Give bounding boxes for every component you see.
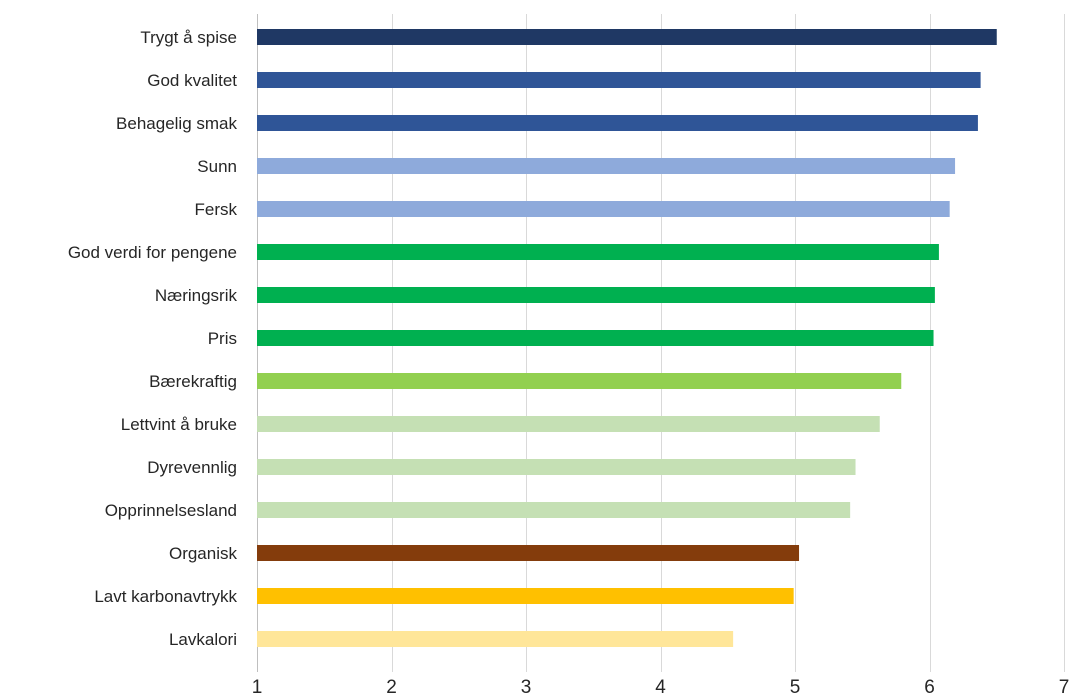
bar — [257, 502, 851, 518]
x-tick-label: 4 — [655, 677, 666, 697]
bar — [257, 330, 934, 346]
category-label: Pris — [208, 329, 237, 348]
category-label: Trygt å spise — [140, 28, 237, 47]
category-label: Opprinnelsesland — [105, 501, 237, 520]
category-label: Behagelig smak — [116, 114, 237, 133]
bar — [257, 631, 734, 647]
category-label: Lavkalori — [169, 630, 237, 649]
bars — [257, 29, 997, 647]
bar — [257, 115, 978, 131]
category-label: Fersk — [195, 200, 238, 219]
bar — [257, 459, 856, 475]
bar — [257, 545, 800, 561]
bar — [257, 287, 935, 303]
x-tick-label: 2 — [386, 677, 397, 697]
bar — [257, 373, 902, 389]
bar — [257, 201, 950, 217]
bar — [257, 416, 880, 432]
category-label: Lavt karbonavtrykk — [94, 587, 237, 606]
category-label: Sunn — [197, 157, 237, 176]
category-label: Bærekraftig — [149, 372, 237, 391]
bar — [257, 72, 981, 88]
category-label: Næringsrik — [155, 286, 238, 305]
x-axis-tick-labels: 1 2 3 4 5 6 7 — [252, 677, 1069, 697]
x-tick-label: 7 — [1059, 677, 1069, 697]
bar — [257, 158, 956, 174]
category-labels: Trygt å spise God kvalitet Behagelig smak S… — [68, 28, 238, 649]
category-label: Lettvint å bruke — [121, 415, 237, 434]
category-label: Dyrevennlig — [147, 458, 237, 477]
category-label: God kvalitet — [147, 71, 237, 90]
x-tick-label: 5 — [790, 677, 801, 697]
bar — [257, 29, 997, 45]
x-tick-label: 1 — [252, 677, 263, 697]
bar — [257, 588, 794, 604]
x-tick-label: 6 — [924, 677, 935, 697]
bar — [257, 244, 939, 260]
x-tick-label: 3 — [521, 677, 532, 697]
category-label: Organisk — [169, 544, 238, 563]
category-label: God verdi for pengene — [68, 243, 237, 262]
